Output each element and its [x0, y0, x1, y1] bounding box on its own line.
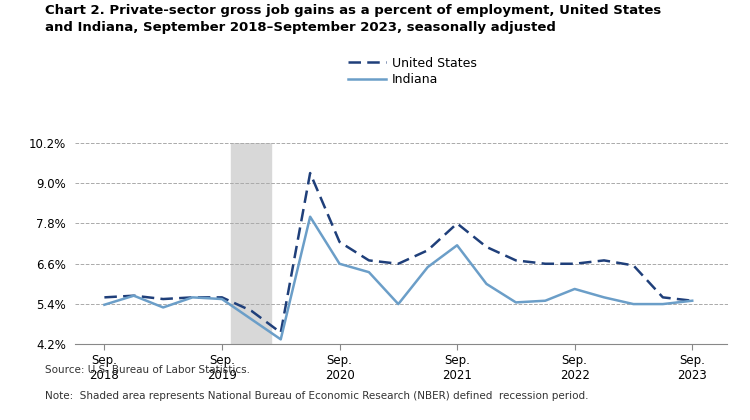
Bar	[231, 143, 272, 344]
Text: Chart 2. Private-sector gross job gains as a percent of employment, United State: Chart 2. Private-sector gross job gains …	[45, 4, 662, 34]
Legend: United States, Indiana: United States, Indiana	[348, 57, 477, 87]
Text: Note:  Shaded area represents National Bureau of Economic Research (NBER) define: Note: Shaded area represents National Bu…	[45, 391, 589, 401]
Text: Source: U.S. Bureau of Labor Statistics.: Source: U.S. Bureau of Labor Statistics.	[45, 365, 250, 375]
